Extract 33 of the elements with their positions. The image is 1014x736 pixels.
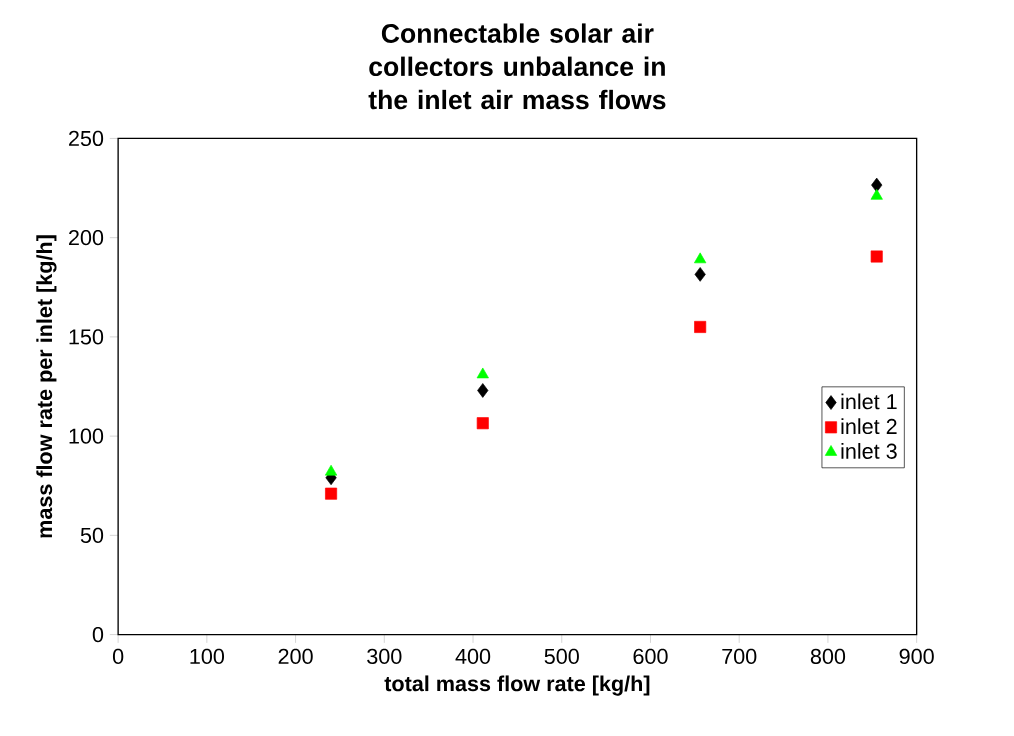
point	[694, 252, 707, 264]
y-tick-label: 0	[92, 626, 104, 643]
y-tick-label: 250	[69, 130, 104, 146]
x-tick-label: 0	[112, 648, 124, 664]
y-tick-label: 50	[80, 527, 104, 543]
point	[476, 367, 489, 379]
point	[694, 320, 707, 333]
legend-label: inlet 3	[841, 442, 897, 459]
point	[870, 188, 883, 200]
y-tick-label: 150	[69, 329, 104, 345]
x-tick-label: 100	[190, 648, 225, 664]
x-tick-label: 700	[722, 648, 757, 664]
y-tick-label: 100	[69, 428, 104, 444]
legend-label: inlet 2	[841, 418, 897, 435]
x-tick-label: 600	[633, 648, 668, 664]
point	[476, 417, 489, 430]
legend-label: inlet 1	[841, 393, 897, 410]
x-tick-label: 900	[899, 648, 934, 664]
point	[870, 250, 883, 263]
y-tick-label: 200	[69, 229, 104, 246]
point	[325, 487, 338, 500]
x-tick-label: 200	[278, 648, 313, 664]
point	[477, 383, 489, 398]
point	[871, 177, 883, 193]
x-tick-label: 500	[544, 648, 579, 664]
point	[694, 267, 706, 282]
y-axis-title: mass flow rate per inlet [kg/h]	[36, 235, 57, 538]
chart-title: Connectable solar air collectors unbalance in the inlet air mass flows	[368, 23, 666, 110]
point	[324, 464, 338, 476]
x-axis-title: total mass flow rate [kg/h]	[384, 675, 650, 696]
x-tick-label: 300	[367, 648, 402, 664]
x-tick-label: 400	[455, 648, 491, 664]
x-tick-label: 800	[810, 648, 846, 664]
